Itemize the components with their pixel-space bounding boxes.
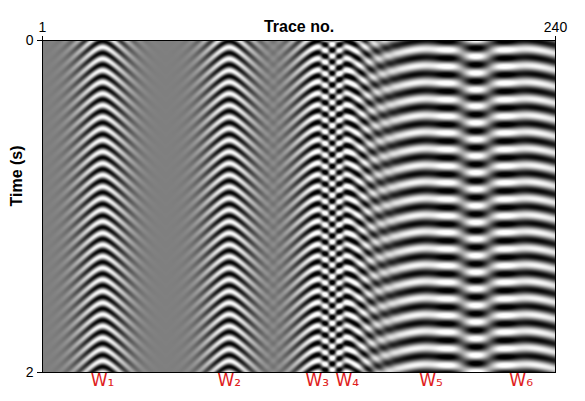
svg-text:W₆: W₆	[509, 370, 533, 390]
svg-text:W₄: W₄	[335, 370, 359, 390]
svg-text:240: 240	[544, 19, 568, 35]
svg-text:W₅: W₅	[419, 370, 443, 390]
svg-text:W₂: W₂	[217, 370, 241, 390]
svg-text:Time (s): Time (s)	[8, 145, 25, 206]
svg-text:1: 1	[39, 19, 47, 35]
svg-text:W₃: W₃	[305, 370, 329, 390]
svg-text:2: 2	[26, 364, 34, 380]
svg-text:Trace no.: Trace no.	[264, 18, 334, 35]
svg-text:0: 0	[26, 32, 34, 48]
svg-text:W₁: W₁	[91, 370, 115, 390]
